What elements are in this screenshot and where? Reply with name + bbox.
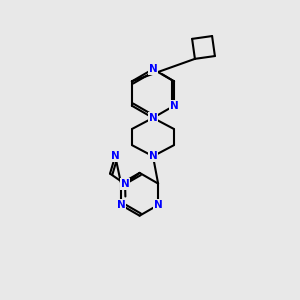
Text: N: N [121,179,129,189]
Text: N: N [148,113,157,123]
Text: N: N [148,64,157,74]
Text: N: N [148,151,157,161]
Text: N: N [111,151,120,161]
Text: N: N [117,200,125,210]
Text: N: N [154,200,163,210]
Text: N: N [170,101,178,111]
